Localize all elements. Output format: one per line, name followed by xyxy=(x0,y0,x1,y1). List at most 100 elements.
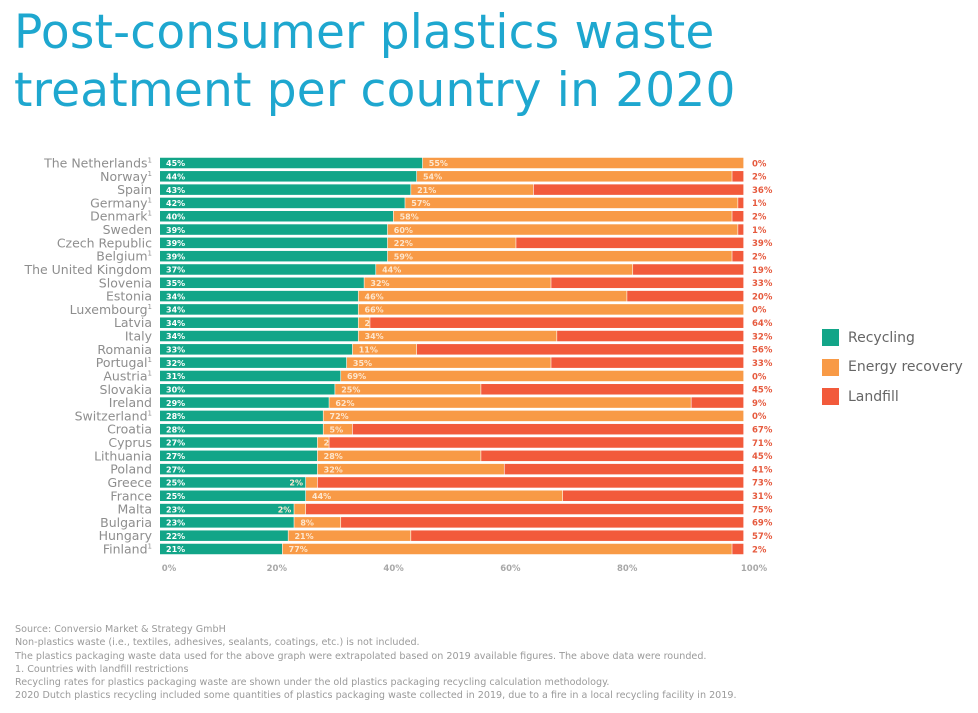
bar-segment-energy-recovery xyxy=(376,264,633,275)
value-label-landfill: 41% xyxy=(752,465,773,475)
value-label-landfill: 19% xyxy=(752,266,773,276)
value-label-recycling: 39% xyxy=(166,226,185,235)
bar-segment-energy-recovery xyxy=(358,317,370,328)
country-name: Poland xyxy=(110,462,152,477)
bar-segment-recycling xyxy=(160,463,318,475)
country-label: Czech Republic xyxy=(57,235,152,250)
footnote-source: Source: Conversio Market & Strategy GmbH xyxy=(15,624,226,635)
value-label-recycling: 39% xyxy=(166,252,185,261)
bar-segment-recycling xyxy=(160,171,417,182)
value-label-energy-recovery: 57% xyxy=(411,199,430,208)
value-label-recycling: 32% xyxy=(166,359,185,368)
country-name: The United Kingdom xyxy=(23,262,152,277)
bar-segment-landfill xyxy=(352,423,744,435)
bar-segment-recycling xyxy=(160,157,423,169)
value-label-landfill: 45% xyxy=(752,452,773,462)
bar-segment-energy-recovery xyxy=(346,357,551,368)
value-label-landfill: 71% xyxy=(752,439,773,449)
value-label-recycling: 33% xyxy=(166,346,185,355)
value-label-energy-recovery: 8% xyxy=(300,519,314,528)
country-name: Ireland xyxy=(109,395,152,410)
legend-swatch-energy-recovery xyxy=(822,358,839,376)
value-label-energy-recovery: 44% xyxy=(312,492,331,501)
country-label: Latvia xyxy=(114,315,152,330)
country-label: The Netherlands1 xyxy=(43,156,152,171)
bar-segment-recycling xyxy=(160,543,283,555)
value-label-recycling: 28% xyxy=(166,412,185,421)
footnote-marker: 1 xyxy=(148,196,152,204)
value-label-recycling: 22% xyxy=(166,532,185,541)
bar-segment-landfill xyxy=(732,250,744,262)
country-name: Finland xyxy=(103,541,148,556)
value-label-landfill: 75% xyxy=(752,505,773,515)
bar-segment-energy-recovery xyxy=(282,543,732,555)
country-label: Malta xyxy=(118,502,152,517)
value-label-recycling: 44% xyxy=(166,173,185,182)
country-name: Lithuania xyxy=(94,448,152,463)
country-label: Italy xyxy=(125,329,153,344)
legend-label: Energy recovery xyxy=(848,359,963,376)
country-name: Austria xyxy=(103,368,147,383)
value-label-recycling: 34% xyxy=(166,319,185,328)
country-label: Sweden xyxy=(103,222,152,237)
bar-segment-landfill xyxy=(633,264,744,275)
bar-segment-energy-recovery xyxy=(387,237,516,249)
value-label-energy-recovery: 46% xyxy=(365,292,384,301)
value-label-energy-recovery: 32% xyxy=(370,279,389,288)
country-name: Croatia xyxy=(107,422,152,437)
country-label: Austria1 xyxy=(103,368,152,383)
bar-segment-recycling xyxy=(160,423,323,435)
value-label-energy-recovery: 25% xyxy=(341,385,360,394)
value-label-recycling: 27% xyxy=(166,452,185,461)
bar-segment-landfill xyxy=(627,290,744,302)
legend-swatch-recycling xyxy=(822,329,839,347)
value-label-landfill: 2% xyxy=(752,252,767,262)
value-label-landfill: 2% xyxy=(752,213,767,223)
bar-segment-energy-recovery xyxy=(294,517,341,528)
country-label: Slovenia xyxy=(99,275,152,290)
bar-segment-recycling xyxy=(160,210,393,222)
country-label: Switzerland1 xyxy=(75,408,152,423)
bar-segment-energy-recovery xyxy=(358,290,627,302)
value-label-energy-recovery: 2% xyxy=(278,505,292,514)
value-label-recycling: 35% xyxy=(166,279,185,288)
bar-segment-recycling xyxy=(160,184,411,195)
bar-segment-recycling xyxy=(160,503,294,515)
bar-segment-landfill xyxy=(341,517,744,528)
value-label-landfill: 1% xyxy=(752,199,767,209)
x-tick-label: 100% xyxy=(741,564,768,574)
value-label-recycling: 45% xyxy=(166,159,185,168)
bar-segment-landfill xyxy=(481,450,744,462)
country-label: Denmark1 xyxy=(90,209,152,224)
country-label: Lithuania xyxy=(94,448,152,463)
country-label: Greece xyxy=(108,475,153,490)
value-label-energy-recovery: 34% xyxy=(365,332,384,341)
bar-segment-landfill xyxy=(317,477,744,488)
value-label-landfill: 2% xyxy=(752,545,767,555)
legend-label: Landfill xyxy=(848,388,899,405)
value-label-landfill: 0% xyxy=(752,412,767,422)
bar-segment-energy-recovery xyxy=(405,197,738,209)
legend-item-recycling: Recycling xyxy=(822,323,963,353)
country-name: Switzerland xyxy=(75,408,148,423)
value-label-energy-recovery: 62% xyxy=(335,399,354,408)
value-label-recycling: 29% xyxy=(166,399,185,408)
value-label-recycling: 21% xyxy=(166,545,185,554)
country-label: Estonia xyxy=(106,289,152,304)
value-label-landfill: 45% xyxy=(752,386,773,396)
legend-item-landfill: Landfill xyxy=(822,382,963,412)
country-label: Ireland xyxy=(109,395,152,410)
footnote-marker: 1 xyxy=(148,250,152,258)
country-label: Spain xyxy=(117,182,152,197)
footnote-marker: 1 xyxy=(148,157,152,165)
country-label: Romania xyxy=(97,342,152,357)
footnote-marker: 1 xyxy=(148,542,152,550)
value-label-energy-recovery: 35% xyxy=(353,359,372,368)
bar-segment-energy-recovery xyxy=(416,171,732,182)
legend-swatch-landfill xyxy=(822,388,839,406)
value-label-landfill: 56% xyxy=(752,346,773,356)
value-label-landfill: 69% xyxy=(752,519,773,529)
bar-segment-recycling xyxy=(160,250,388,262)
country-label: Slovakia xyxy=(100,382,152,397)
x-tick-label: 20% xyxy=(267,564,288,574)
